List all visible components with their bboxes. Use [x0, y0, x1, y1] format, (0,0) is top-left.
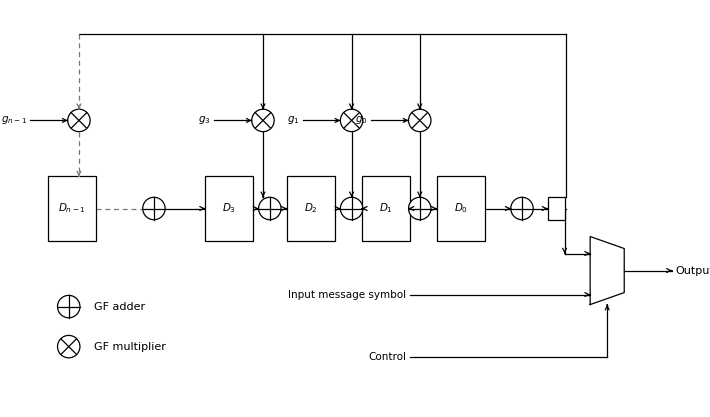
Text: Control: Control	[368, 352, 406, 362]
Bar	[287, 176, 334, 241]
Text: $g_3$: $g_3$	[198, 114, 211, 126]
Text: $g_1$: $g_1$	[287, 114, 300, 126]
Text: $D_3$: $D_3$	[222, 201, 236, 216]
Circle shape	[510, 197, 533, 220]
Text: $g_0$: $g_0$	[355, 114, 368, 126]
Bar	[48, 176, 96, 241]
Text: $D_2$: $D_2$	[304, 201, 317, 216]
Circle shape	[340, 109, 363, 132]
Text: $g_{n-1}$: $g_{n-1}$	[1, 114, 27, 126]
Circle shape	[408, 197, 431, 220]
Circle shape	[252, 109, 274, 132]
Text: Output: Output	[675, 266, 710, 276]
Circle shape	[58, 295, 80, 318]
Polygon shape	[590, 236, 624, 304]
Text: Input message symbol: Input message symbol	[288, 289, 406, 299]
Circle shape	[258, 197, 281, 220]
Circle shape	[408, 109, 431, 132]
Circle shape	[143, 197, 165, 220]
Circle shape	[67, 109, 90, 132]
Circle shape	[340, 197, 363, 220]
Text: GF multiplier: GF multiplier	[94, 342, 165, 352]
Text: $D_1$: $D_1$	[378, 201, 393, 216]
Bar	[205, 176, 253, 241]
Text: $D_0$: $D_0$	[454, 201, 468, 216]
Bar	[547, 198, 564, 219]
Text: $D_{n-1}$: $D_{n-1}$	[58, 201, 86, 216]
Circle shape	[58, 335, 80, 358]
Text: GF adder: GF adder	[94, 301, 145, 311]
Bar	[362, 176, 410, 241]
Bar	[437, 176, 484, 241]
